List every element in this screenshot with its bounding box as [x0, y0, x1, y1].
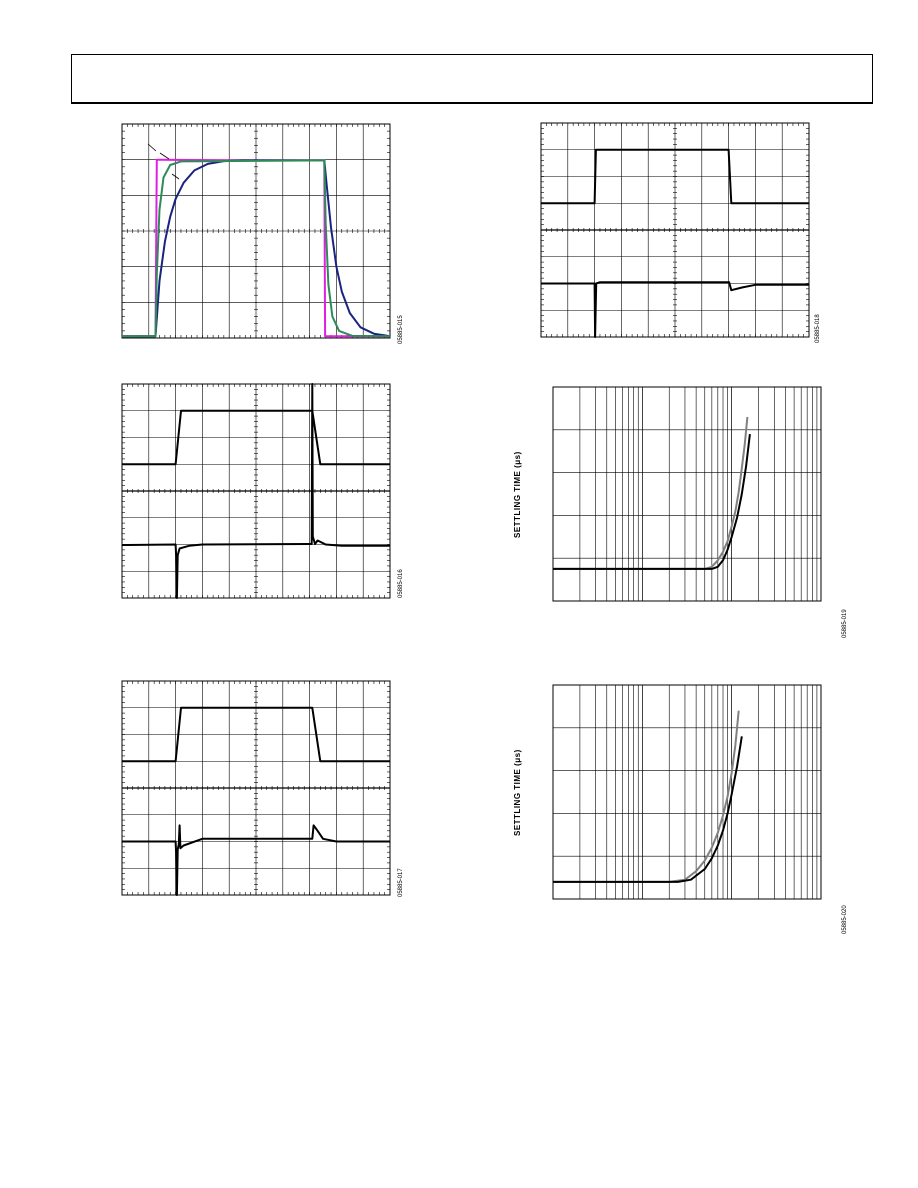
- series-line-1: [541, 148, 809, 205]
- grid: [552, 685, 822, 899]
- series-line-2: [553, 736, 743, 883]
- series-line-2: [553, 433, 751, 570]
- y-axis-title-fig19: SETTLING TIME (μs): [513, 451, 522, 538]
- series-line-2: [541, 281, 809, 338]
- figure-code-19: 05885-019: [842, 609, 848, 638]
- chart-fig15: [121, 123, 391, 339]
- grid: [121, 123, 391, 339]
- series-line-1: [122, 706, 390, 763]
- chart-fig18: [540, 122, 810, 338]
- series-line-1: [553, 416, 749, 570]
- arrow-line: [159, 152, 170, 160]
- plot-frame: [121, 680, 391, 896]
- figure-code-17: 05885-017: [398, 868, 404, 897]
- series-line-1: [122, 409, 390, 466]
- page-header-frame: [71, 54, 873, 104]
- plot-frame: [552, 684, 822, 900]
- series-line-1: [553, 710, 740, 883]
- figure-code-15: 05885-015: [398, 315, 404, 344]
- series-line-2: [121, 383, 390, 599]
- plot-frame: [121, 383, 391, 599]
- figure-code-20: 05885-020: [842, 905, 848, 934]
- chart-fig20: [552, 684, 822, 900]
- annotation-arrows: [147, 143, 180, 180]
- chart-fig19: [552, 386, 822, 602]
- grid: [121, 680, 391, 896]
- figure-code-16: 05885-016: [398, 569, 404, 598]
- series-line-3: [122, 159, 391, 338]
- arrow-line: [147, 143, 157, 152]
- chart-fig17: [121, 680, 391, 896]
- arrow-line: [171, 173, 180, 180]
- plot-frame: [121, 123, 391, 339]
- grid: [121, 383, 391, 599]
- plot-frame: [540, 122, 810, 338]
- y-axis-title-fig20: SETTLING TIME (μs): [513, 749, 522, 836]
- chart-fig16: [121, 383, 391, 599]
- plot-frame: [552, 386, 822, 602]
- grid: [540, 122, 810, 338]
- figure-code-18: 05885-018: [815, 314, 821, 343]
- series-line-2: [122, 824, 390, 896]
